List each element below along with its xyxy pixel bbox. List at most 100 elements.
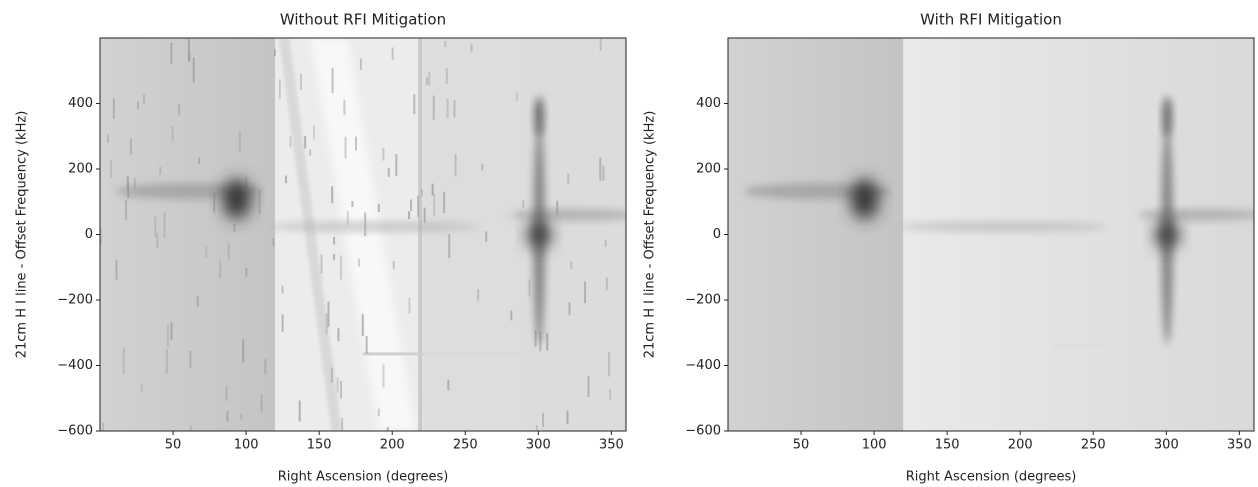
x-tick-label: 300	[526, 438, 551, 453]
rfi-speck	[534, 330, 537, 347]
rfi-speck	[567, 173, 570, 185]
rfi-speck	[112, 98, 115, 119]
rfi-speck	[584, 281, 587, 304]
rfi-speck	[392, 260, 395, 270]
rfi-speck	[515, 91, 518, 101]
rfi-speck	[587, 376, 590, 398]
rfi-speck	[170, 43, 173, 64]
x-tick-label: 50	[165, 438, 182, 453]
rfi-speck	[281, 314, 284, 332]
rfi-speck	[178, 103, 181, 116]
y-tick-label: −600	[57, 424, 93, 439]
rfi-speck	[100, 229, 103, 245]
rfi-speck	[299, 73, 302, 90]
rfi-speck	[382, 147, 385, 161]
x-tick-label: 50	[793, 438, 810, 453]
rfi-speck	[129, 138, 132, 155]
rfi-speck	[272, 238, 275, 247]
heatmap-image	[728, 38, 1254, 431]
rfi-speck	[126, 176, 129, 190]
rfi-speck	[159, 166, 162, 175]
rfi-speck	[337, 328, 340, 342]
y-tick-label: −400	[57, 358, 93, 373]
y-tick-label: 400	[68, 96, 93, 111]
hi-ridge	[510, 208, 626, 221]
rfi-speck	[273, 48, 276, 57]
rfi-speck	[304, 136, 307, 149]
rfi-speck	[125, 200, 128, 220]
y-tick-label: −600	[685, 424, 721, 439]
rfi-speck	[233, 224, 236, 233]
hi-ridge	[268, 221, 479, 232]
rfi-speck	[189, 425, 192, 431]
hi-ridge	[896, 221, 1107, 232]
rfi-speck	[485, 231, 488, 242]
rfi-speck	[602, 165, 605, 181]
rfi-speck	[238, 131, 241, 152]
rfi-speck	[339, 380, 342, 399]
rfi-speck	[170, 322, 173, 341]
rfi-speck	[428, 71, 431, 87]
rfi-speck	[260, 394, 263, 413]
rfi-speck	[546, 333, 549, 351]
rfi-speck	[510, 310, 513, 321]
rfi-speck	[365, 336, 368, 354]
rfi-speck	[387, 167, 390, 177]
rfi-speck	[264, 359, 267, 375]
chart-title: With RFI Mitigation	[920, 11, 1062, 29]
hi-blob	[527, 220, 552, 249]
rfi-speck	[431, 183, 434, 196]
rfi-speck	[604, 240, 607, 247]
x-tick-label: 300	[1154, 438, 1179, 453]
rfi-speck	[377, 408, 380, 417]
rfi-speck	[542, 412, 545, 427]
rfi-streak	[278, 38, 342, 431]
rfi-speck	[325, 313, 328, 335]
rfi-speck	[477, 289, 480, 301]
rfi-speck	[425, 77, 428, 85]
rfi-speck	[327, 301, 330, 327]
rfi-speck	[245, 268, 248, 277]
faint-line	[1054, 344, 1107, 347]
rfi-speck	[166, 324, 169, 348]
chart-title: Without RFI Mitigation	[280, 11, 446, 29]
rfi-speck	[446, 98, 449, 119]
rfi-speck	[245, 176, 248, 190]
rfi-speck	[278, 79, 281, 99]
x-tick-label: 350	[1227, 438, 1252, 453]
rfi-speck	[163, 212, 166, 238]
y-tick-label: 200	[68, 162, 93, 177]
rfi-speck	[165, 349, 168, 374]
rfi-speck	[331, 67, 334, 94]
rfi-edge	[418, 38, 423, 431]
rfi-speck	[331, 186, 334, 204]
rfi-speck	[453, 100, 456, 118]
y-tick-label: −400	[685, 358, 721, 373]
rfi-speck	[341, 418, 344, 431]
rfi-speck	[115, 259, 118, 280]
rfi-speck	[346, 211, 349, 225]
rfi-speck	[298, 400, 301, 422]
x-tick-label: 250	[453, 438, 478, 453]
rfi-speck	[110, 159, 113, 179]
rfi-speck	[330, 367, 333, 383]
rfi-speck	[445, 68, 448, 85]
rfi-speck	[312, 125, 315, 140]
image-region	[100, 38, 276, 431]
rfi-speck	[171, 125, 174, 141]
rfi-speck	[320, 254, 323, 274]
rfi-speck	[535, 424, 538, 431]
rfi-speck	[382, 364, 385, 388]
y-tick-label: −200	[685, 293, 721, 308]
rfi-speck	[213, 192, 216, 213]
rfi-speck	[225, 385, 228, 401]
hi-blob	[1162, 96, 1173, 137]
rfi-speck	[433, 193, 436, 217]
y-tick-label: −200	[57, 293, 93, 308]
x-tick-label: 200	[380, 438, 405, 453]
rfi-speck	[189, 350, 192, 369]
y-tick-label: 0	[713, 227, 721, 242]
rfi-speck	[333, 237, 336, 245]
x-tick-label: 250	[1081, 438, 1106, 453]
